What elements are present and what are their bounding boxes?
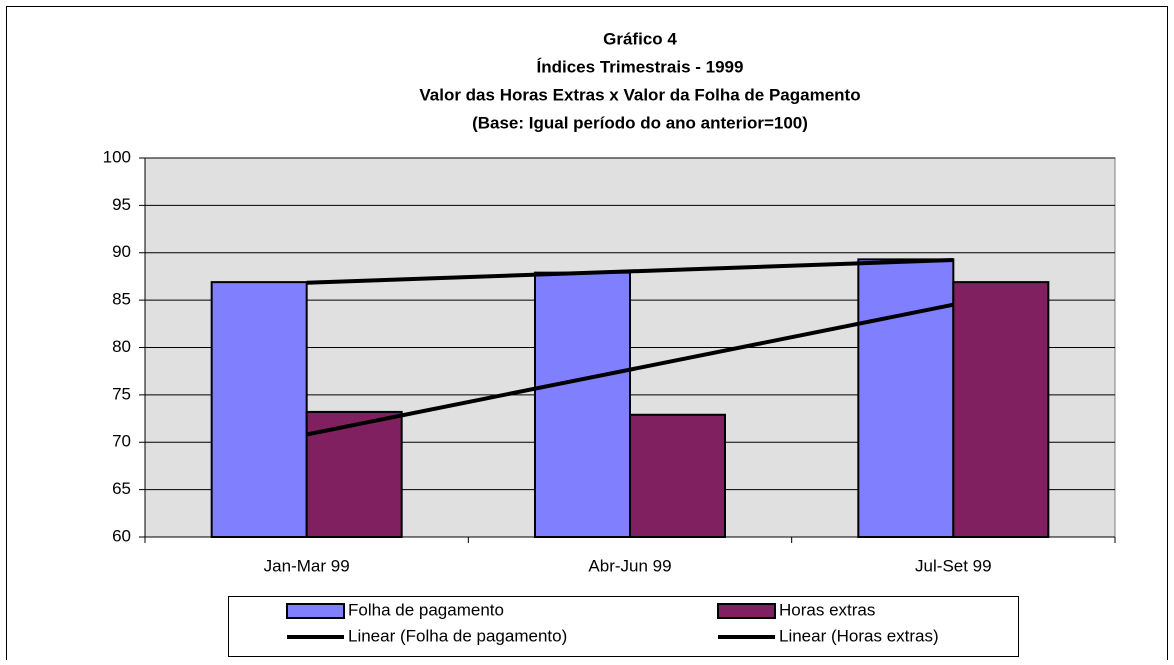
bar (857, 258, 955, 538)
legend-label: Folha de pagamento (348, 600, 504, 619)
legend-swatch (717, 603, 776, 619)
y-tick-label: 65 (112, 479, 131, 498)
bar (629, 413, 726, 538)
legend-label: Horas extras (779, 600, 875, 619)
bar (210, 281, 308, 538)
x-tick-label: Abr-Jun 99 (588, 556, 671, 575)
y-tick-label: 85 (112, 290, 131, 309)
y-tick-label: 70 (112, 432, 131, 451)
chart-title: Gráfico 4 (603, 29, 677, 48)
y-tick-label: 100 (103, 147, 131, 166)
trend-line (306, 302, 954, 437)
x-tick-label: Jan-Mar 99 (264, 556, 350, 575)
y-tick-label: 90 (112, 242, 131, 261)
trend-line (306, 258, 954, 285)
y-tick-label: 75 (112, 384, 131, 403)
x-tick-label: Jul-Set 99 (915, 556, 992, 575)
legend (228, 596, 1019, 657)
y-tick-label: 80 (112, 337, 131, 356)
y-tick-label: 95 (112, 195, 131, 214)
chart-title: (Base: Igual período do ano anterior=100… (472, 113, 808, 132)
chart-title: Valor das Horas Extras x Valor da Folha … (419, 85, 860, 104)
legend-label: Linear (Horas extras) (779, 626, 939, 645)
y-tick-label: 60 (112, 526, 131, 545)
legend-swatch (286, 603, 345, 619)
chart-title: Índices Trimestrais - 1999 (537, 57, 744, 76)
bar (952, 281, 1050, 538)
legend-label: Linear (Folha de pagamento) (348, 626, 567, 645)
bar (534, 271, 631, 538)
